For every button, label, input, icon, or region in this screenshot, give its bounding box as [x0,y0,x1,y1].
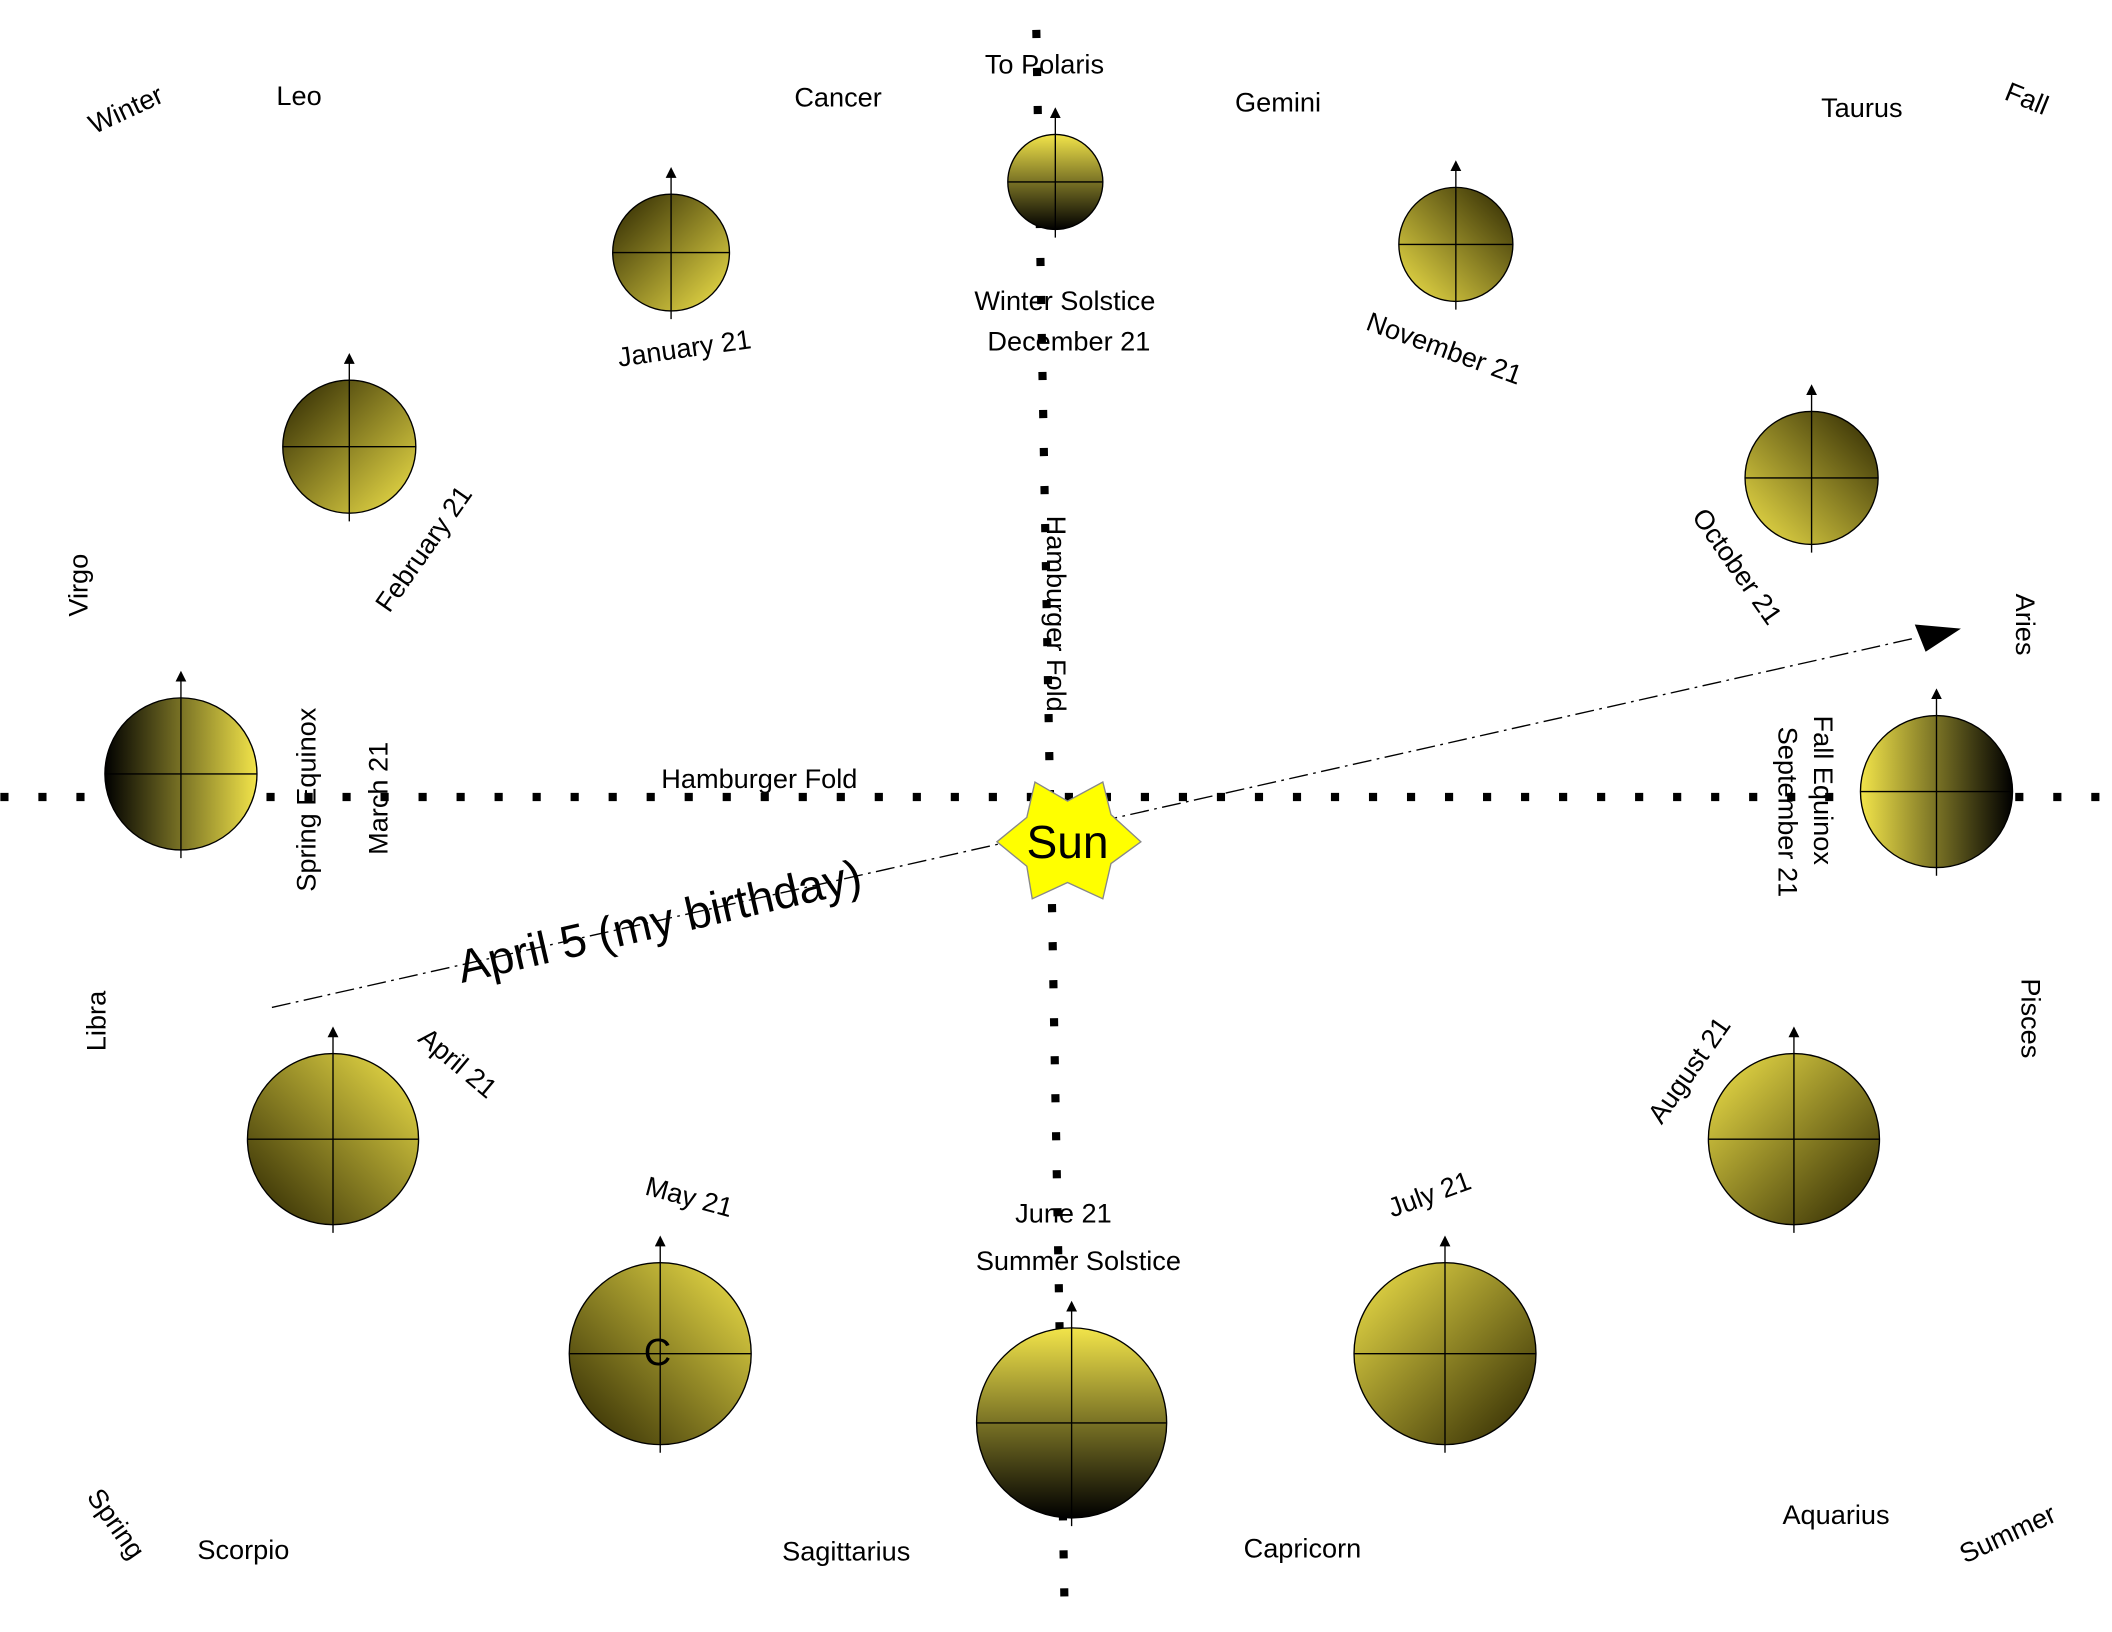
date-label: November 21 [1363,306,1527,391]
zodiac-label: Scorpio [197,1534,289,1565]
date-label: March 21 [363,742,394,855]
date-label: December 21 [987,326,1150,357]
polaris-label: To Polaris [985,49,1104,80]
event-label: Spring Equinox [291,707,322,892]
zodiac-label: Cancer [794,81,882,112]
zodiac-label: Gemini [1235,87,1321,118]
sun-star [995,781,1142,900]
season-label: Summer [1954,1498,2060,1569]
zodiac-label: Pisces [2016,978,2047,1058]
season-label: Fall [2001,76,2053,121]
sun-label: Sun [1026,816,1108,868]
birthday-line [271,624,1961,1009]
fold-label: Hamburger Fold [1041,516,1072,712]
date-label: January 21 [616,323,753,372]
planet-mark: C [644,1332,671,1374]
zodiac-label: Sagittarius [782,1535,910,1566]
date-label: May 21 [642,1170,736,1223]
date-label: July 21 [1384,1165,1475,1224]
date-label: June 21 [1015,1197,1112,1228]
season-label: Winter [84,79,168,140]
event-label: Fall Equinox [1808,716,1839,866]
event-label: Winter Solstice [974,285,1155,316]
birthday-label: April 5 (my birthday) [452,849,866,993]
zodiac-label: Virgo [63,554,94,617]
date-label: September 21 [1773,727,1804,898]
zodiac-label: Taurus [1821,92,1902,123]
zodiac-label: Capricorn [1244,1533,1362,1564]
arrowhead [1914,624,1961,652]
zodiac-label: Leo [276,80,321,111]
zodiac-label: Aquarius [1782,1499,1889,1530]
planets [104,107,2014,1527]
event-label: Summer Solstice [976,1245,1181,1276]
birthday-ray [271,637,1915,1009]
fold-label: Hamburger Fold [661,763,857,794]
zodiac-label: Libra [80,990,111,1051]
zodiac-label: Aries [2010,594,2041,656]
season-label: Spring [81,1482,151,1564]
date-label: April 21 [413,1021,503,1104]
